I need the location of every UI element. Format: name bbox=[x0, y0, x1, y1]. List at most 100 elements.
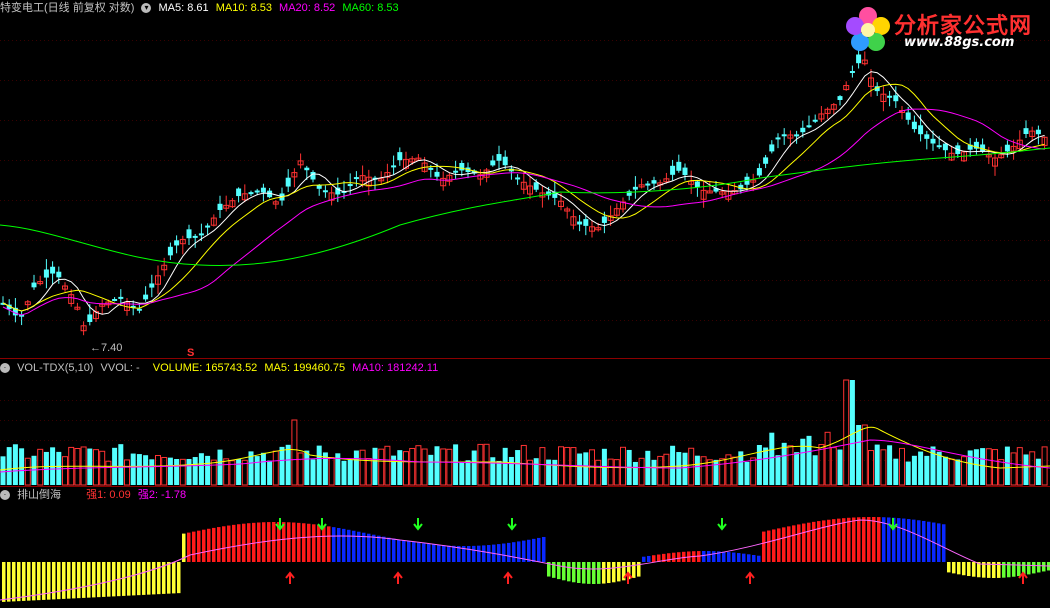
indicator-bar bbox=[472, 545, 476, 562]
indicator-bar bbox=[317, 524, 321, 562]
volume-bar bbox=[911, 455, 917, 485]
volume-bar bbox=[335, 453, 341, 485]
indicator-bar bbox=[757, 555, 761, 562]
indicator-bar bbox=[222, 526, 226, 562]
candle-body bbox=[626, 191, 632, 196]
volume-bar bbox=[136, 454, 142, 485]
volume-bar bbox=[391, 455, 397, 485]
indicator-bar bbox=[452, 545, 456, 562]
volume-bar bbox=[583, 452, 589, 485]
vvol-label: VVOL: - bbox=[100, 362, 140, 374]
candle-body bbox=[830, 104, 837, 110]
candle-body bbox=[787, 134, 794, 139]
volume-bar bbox=[155, 455, 161, 486]
indicator-line bbox=[0, 519, 1050, 601]
candle-body bbox=[973, 141, 979, 149]
candle-body bbox=[887, 95, 893, 98]
indicator-bar bbox=[867, 517, 871, 562]
down-arrow-icon bbox=[317, 518, 327, 531]
stock-title[interactable]: 特变电工(日线 前复权 对数) bbox=[0, 2, 135, 14]
candle-body bbox=[607, 215, 614, 221]
indicator-bar bbox=[847, 517, 851, 562]
panel-circle-icon[interactable]: · bbox=[0, 363, 10, 374]
candle-body bbox=[490, 160, 496, 166]
indicator-bar bbox=[167, 562, 171, 594]
candle-body bbox=[998, 154, 1005, 159]
indicator-bar bbox=[572, 562, 576, 583]
dropdown-circle-icon[interactable]: ▾ bbox=[141, 3, 152, 14]
indicator-bar bbox=[587, 562, 591, 584]
volume-bar bbox=[272, 450, 279, 486]
volume-bar bbox=[118, 444, 124, 485]
volume-bar bbox=[837, 449, 843, 485]
indicator-bar bbox=[142, 562, 146, 595]
candle-body bbox=[118, 296, 124, 299]
volume-bar bbox=[942, 456, 948, 485]
candle-body bbox=[800, 127, 806, 133]
volume-bar bbox=[459, 461, 465, 485]
volume-bar bbox=[663, 453, 670, 486]
indicator-bar bbox=[67, 562, 71, 599]
indicator-bar bbox=[532, 538, 536, 562]
indicator-bar bbox=[837, 518, 841, 562]
indicator-bar bbox=[717, 551, 721, 562]
candle-body bbox=[1016, 139, 1023, 150]
indicator-bar bbox=[912, 519, 916, 562]
candle-body bbox=[676, 161, 682, 171]
candle-body bbox=[136, 308, 142, 311]
volume-bar bbox=[105, 460, 112, 486]
candle-body bbox=[328, 192, 335, 201]
volume-bar bbox=[750, 457, 757, 486]
candle-body bbox=[613, 208, 620, 216]
volume-bar bbox=[223, 458, 230, 486]
volume-bar bbox=[0, 456, 6, 485]
ma60-label: MA60: 8.53 bbox=[342, 2, 399, 14]
volume-bar bbox=[19, 448, 25, 485]
vol-indicator-name[interactable]: VOL-TDX(5,10) bbox=[17, 362, 94, 374]
candle-body bbox=[849, 71, 855, 74]
indicator-bar bbox=[207, 528, 211, 562]
candle-body bbox=[564, 208, 571, 212]
down-arrow-icon bbox=[275, 518, 285, 531]
indicator-bar bbox=[27, 562, 31, 601]
candle-body bbox=[459, 162, 465, 171]
indicator-bar bbox=[987, 562, 991, 578]
candle-body bbox=[68, 294, 75, 304]
candle-body bbox=[19, 314, 25, 317]
volume-bar bbox=[347, 459, 353, 485]
down-arrow-icon bbox=[888, 518, 898, 531]
candle-body bbox=[365, 176, 372, 187]
candle-body bbox=[217, 203, 223, 210]
indicator-bar bbox=[822, 520, 826, 562]
candle-body bbox=[446, 174, 453, 182]
volume-bar bbox=[384, 445, 391, 486]
indicator-bar bbox=[372, 534, 376, 562]
candle-body bbox=[149, 283, 155, 288]
candle-body bbox=[515, 177, 521, 180]
indicator-bar bbox=[527, 539, 531, 562]
candle-body bbox=[670, 165, 676, 175]
indicator-bar bbox=[832, 519, 836, 562]
volume-bar bbox=[874, 444, 880, 485]
indicator-bar bbox=[797, 524, 801, 562]
candle-body bbox=[297, 160, 304, 166]
indicator-bar bbox=[967, 562, 971, 577]
candle-body bbox=[130, 305, 136, 308]
indicator-bar bbox=[592, 562, 596, 584]
indicator-bar bbox=[787, 526, 791, 562]
volume-bar bbox=[316, 445, 322, 485]
candle-body bbox=[533, 182, 539, 190]
panel-circle-icon[interactable]: · bbox=[0, 490, 10, 501]
volume-bar bbox=[731, 456, 738, 486]
candle-body bbox=[632, 186, 638, 190]
volume-bar bbox=[24, 457, 31, 486]
volume-bar bbox=[192, 457, 198, 485]
indicator-bar bbox=[627, 562, 631, 580]
indicator-name[interactable]: 排山倒海 bbox=[17, 489, 62, 501]
candle-body bbox=[384, 172, 391, 178]
indicator-bar bbox=[607, 562, 611, 584]
candle-body bbox=[1023, 128, 1029, 134]
logo-url: www.88gs.com bbox=[904, 35, 1015, 50]
indicator-bar bbox=[282, 522, 286, 562]
